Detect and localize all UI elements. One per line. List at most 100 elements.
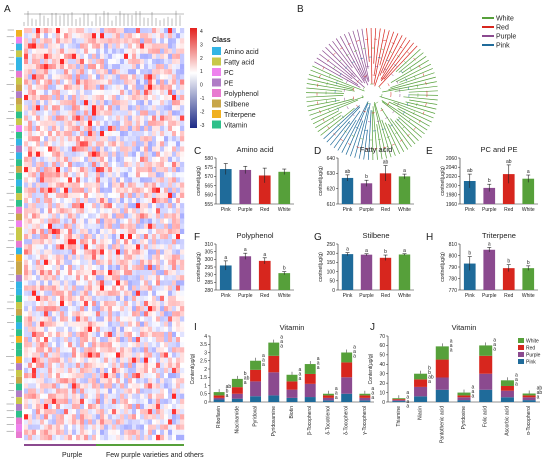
heatmap-cell bbox=[56, 398, 61, 405]
tree-branch bbox=[379, 33, 399, 76]
heatmap-cell bbox=[148, 94, 153, 101]
heatmap-cell bbox=[152, 203, 157, 209]
heatmap-cell bbox=[44, 403, 49, 410]
heatmap-cell bbox=[128, 228, 133, 235]
heatmap-cell bbox=[148, 58, 153, 65]
heatmap-cell bbox=[96, 316, 101, 322]
heatmap-cell bbox=[84, 84, 89, 90]
heatmap-cell bbox=[164, 28, 169, 34]
significance-letter: a bbox=[406, 404, 409, 410]
heatmap-cell bbox=[64, 398, 69, 405]
heatmap-cell bbox=[32, 161, 37, 168]
heatmap-cell bbox=[96, 146, 101, 152]
heatmap-cell bbox=[176, 115, 181, 121]
heatmap-cell bbox=[40, 110, 45, 116]
heatmap-cell bbox=[44, 311, 49, 317]
heatmap-cell bbox=[88, 383, 93, 389]
heatmap-cell bbox=[124, 414, 129, 420]
heatmap-cell bbox=[104, 300, 109, 307]
heatmap-cell bbox=[72, 228, 77, 235]
heatmap-cell bbox=[76, 331, 81, 338]
heatmap-cell bbox=[104, 393, 109, 399]
heatmap-cell bbox=[116, 295, 121, 302]
heatmap-cell bbox=[52, 434, 57, 441]
heatmap-cell bbox=[180, 136, 185, 142]
heatmap-cell bbox=[120, 378, 125, 384]
heatmap-cell bbox=[32, 414, 37, 420]
heatmap-cell bbox=[32, 342, 37, 348]
heatmap-cell bbox=[56, 264, 61, 271]
heatmap-cell bbox=[48, 306, 53, 312]
heatmap-cell bbox=[104, 352, 109, 358]
heatmap-cell bbox=[52, 115, 57, 121]
tree-arc bbox=[343, 65, 401, 123]
heatmap-cell bbox=[28, 120, 33, 127]
heatmap-cell bbox=[136, 203, 141, 209]
heatmap-cell bbox=[92, 58, 97, 65]
heatmap-cell bbox=[144, 234, 149, 240]
heatmap-cell bbox=[84, 424, 89, 430]
stacked-bar-segment bbox=[250, 381, 262, 397]
class-legend-label: Stilbene bbox=[224, 102, 249, 109]
heatmap-cell bbox=[120, 383, 125, 389]
heatmap-cell bbox=[56, 28, 61, 34]
heatmap-cell bbox=[68, 213, 73, 219]
heatmap-cell bbox=[84, 270, 89, 276]
heatmap-cell bbox=[44, 357, 49, 363]
significance-letter: a bbox=[428, 379, 431, 385]
tree-branch bbox=[341, 101, 369, 153]
heatmap-cell bbox=[168, 234, 173, 240]
significance-letter: a bbox=[298, 376, 301, 382]
significance-letter: a bbox=[472, 394, 475, 400]
heatmap-cell bbox=[152, 89, 157, 96]
heatmap-cell bbox=[92, 321, 97, 327]
heatmap-cell bbox=[68, 383, 73, 389]
significance-letter: b bbox=[527, 260, 530, 266]
heatmap-cell bbox=[72, 203, 77, 209]
heatmap-cell bbox=[120, 161, 125, 168]
heatmap-cell bbox=[28, 295, 33, 302]
heatmap-cell bbox=[160, 223, 165, 230]
heatmap-cell bbox=[80, 151, 85, 157]
heatmap-cell bbox=[60, 234, 65, 240]
heatmap-cell bbox=[96, 331, 101, 338]
heatmap-cell bbox=[128, 43, 133, 49]
heatmap-cell bbox=[140, 259, 145, 266]
heatmap-cell bbox=[164, 270, 169, 276]
heatmap-cell bbox=[88, 393, 93, 399]
heatmap-cell bbox=[44, 249, 49, 255]
heatmap-cell bbox=[112, 136, 117, 142]
heatmap-cell bbox=[156, 223, 161, 230]
stack-legend-swatch bbox=[518, 345, 524, 350]
heatmap-cell bbox=[164, 131, 169, 137]
heatmap-cell bbox=[92, 74, 97, 80]
heatmap-cell bbox=[152, 74, 157, 80]
heatmap-cell bbox=[136, 259, 141, 266]
heatmap-cell bbox=[48, 223, 53, 230]
y-tick-label: 580 bbox=[205, 156, 214, 162]
heatmap-cell bbox=[164, 89, 169, 96]
heatmap-cell bbox=[172, 311, 177, 317]
heatmap-cell bbox=[124, 357, 129, 363]
significance-letter: a bbox=[353, 349, 356, 355]
heatmap-cell bbox=[144, 161, 149, 168]
heatmap-cell bbox=[148, 311, 153, 317]
heatmap-cell bbox=[28, 74, 33, 80]
heatmap-cell bbox=[60, 192, 65, 199]
heatmap-cell bbox=[124, 316, 129, 322]
heatmap-cell bbox=[60, 38, 65, 44]
heatmap-cell bbox=[128, 74, 133, 80]
heatmap-cell bbox=[52, 79, 57, 85]
heatmap-cell bbox=[52, 151, 57, 157]
heatmap-cell bbox=[172, 141, 177, 147]
chart-f: F Polyphenol280285290295300305310contnet(… bbox=[194, 231, 294, 299]
heatmap-cell bbox=[100, 321, 105, 327]
x-tick-label: Niacinamide bbox=[234, 406, 240, 434]
heatmap-cell bbox=[136, 424, 141, 430]
heatmap-cell bbox=[156, 316, 161, 322]
heatmap-cell bbox=[156, 337, 161, 343]
heatmap-cell bbox=[92, 172, 97, 178]
heatmap-cell bbox=[32, 434, 37, 441]
heatmap-cell bbox=[80, 100, 85, 106]
heatmap-cell bbox=[32, 33, 37, 39]
